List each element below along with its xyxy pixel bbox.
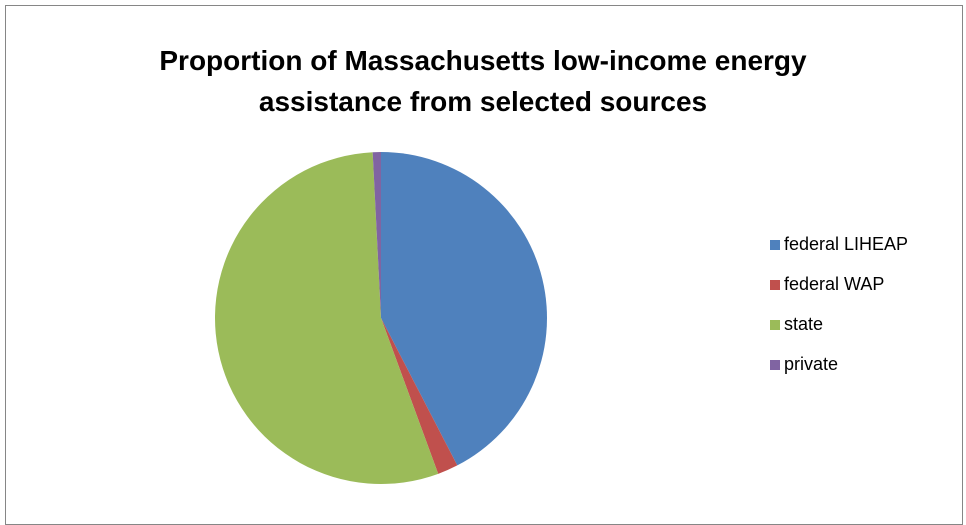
pie-slice (372, 152, 381, 318)
legend-label: federal WAP (784, 274, 884, 294)
legend-label: private (784, 354, 838, 374)
legend-label: state (784, 314, 823, 334)
legend-swatch (770, 320, 780, 330)
pie-slice (381, 318, 458, 474)
legend-label: federal LIHEAP (784, 234, 908, 254)
legend-swatch (770, 240, 780, 250)
chart-title: Proportion of Massachusetts low-income e… (159, 45, 807, 117)
page: Proportion of Massachusetts low-income e… (5, 5, 963, 525)
chart: federal LIHEAP federal WAP state private (215, 152, 908, 485)
legend-swatch (770, 360, 780, 370)
legend-swatch (770, 280, 780, 290)
pie-slice (215, 152, 439, 485)
pie-slice (381, 152, 547, 466)
